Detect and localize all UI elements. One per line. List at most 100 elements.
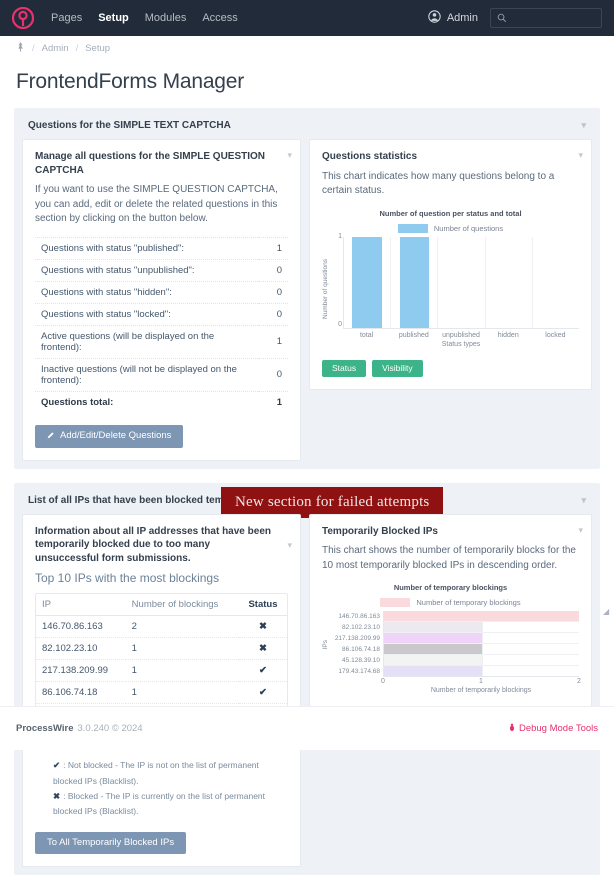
section-captcha-header[interactable]: Questions for the SIMPLE TEXT CAPTCHA ▾ bbox=[22, 116, 592, 139]
breadcrumb-separator-1: / bbox=[32, 42, 35, 54]
add-edit-delete-questions-button[interactable]: Add/Edit/Delete Questions bbox=[35, 424, 184, 448]
legend-note-text: : Not blocked - The IP is not on the lis… bbox=[53, 760, 259, 786]
stat-value: 0 bbox=[258, 259, 288, 282]
vertical-bar-chart: Number of questions 1 0 bbox=[322, 233, 579, 329]
bar-row bbox=[384, 622, 579, 634]
legend-swatch bbox=[397, 223, 428, 233]
table-header-row: IP Number of blockings Status bbox=[36, 594, 287, 617]
table-row: Inactive questions (will not be displaye… bbox=[35, 358, 288, 392]
legend-swatch bbox=[380, 598, 411, 608]
table-row: Questions with status "published": 1 bbox=[35, 236, 288, 260]
chart-temporary-blockings: Number of temporary blockings Number of … bbox=[322, 583, 581, 694]
cell-count: 1 bbox=[125, 681, 239, 705]
breadcrumb-item-admin[interactable]: Admin bbox=[41, 42, 69, 54]
masthead-right: Admin bbox=[428, 8, 602, 28]
legend-label: Number of temporary blockings bbox=[416, 598, 521, 608]
card-questions-statistics-description: This chart indicates how many questions … bbox=[322, 170, 555, 197]
card-questions-statistics: Questions statistics ▾ This chart indica… bbox=[309, 139, 592, 390]
column-header-status: Status bbox=[239, 594, 287, 617]
chart-title: Number of temporary blockings bbox=[393, 583, 508, 593]
cell-ip: 82.102.23.10 bbox=[36, 637, 126, 661]
section-blocked-ips-columns: Information about all IP addresses that … bbox=[22, 513, 592, 868]
status-badge: ✖ bbox=[239, 615, 287, 639]
search-input[interactable] bbox=[490, 8, 602, 28]
footer: ProcessWire 3.0.240 © 2024 Debug Mode To… bbox=[0, 706, 614, 750]
status-badge: ✔ bbox=[239, 659, 287, 683]
nav-item-access[interactable]: Access bbox=[202, 12, 238, 24]
x-tick-label: 2 bbox=[577, 678, 581, 686]
bar-row bbox=[384, 644, 579, 656]
status-toggle-button[interactable]: Status bbox=[322, 359, 367, 377]
section-blocked-ips-header[interactable]: List of all IPs that have been blocked t… bbox=[22, 491, 592, 514]
x-tick-label: unpublished bbox=[442, 331, 480, 339]
section-blocked-ips: List of all IPs that have been blocked t… bbox=[14, 482, 600, 875]
annotation-banner: New section for failed attempts bbox=[221, 486, 444, 518]
breadcrumb-separator-2: / bbox=[75, 42, 79, 54]
status-badge: ✔ bbox=[239, 681, 287, 705]
processwire-logo-icon[interactable] bbox=[11, 6, 35, 30]
footer-framework-name: ProcessWire bbox=[16, 723, 74, 734]
stat-label: Active questions (will be displayed on t… bbox=[35, 325, 258, 359]
section-captcha-columns: Manage all questions for the SIMPLE QUES… bbox=[22, 139, 592, 461]
legend-note-text: : Blocked - The IP is currently on the l… bbox=[53, 791, 266, 817]
chevron-down-icon[interactable]: ▾ bbox=[581, 494, 586, 505]
user-menu[interactable]: Admin bbox=[428, 10, 478, 26]
x-tick-label: 1 bbox=[479, 678, 483, 686]
chevron-down-icon[interactable]: ▾ bbox=[578, 150, 583, 160]
visibility-toggle-button[interactable]: Visibility bbox=[372, 359, 423, 377]
chart-title: Number of question per status and total bbox=[379, 208, 522, 218]
stat-label: Questions total: bbox=[41, 396, 114, 408]
breadcrumb-item-setup[interactable]: Setup bbox=[85, 42, 111, 54]
debug-mode-tools-label: Debug Mode Tools bbox=[518, 723, 598, 734]
user-name: Admin bbox=[446, 12, 478, 24]
stat-label: Questions with status "unpublished": bbox=[35, 259, 258, 282]
check-icon: ✔ bbox=[53, 760, 61, 771]
card-temporarily-blocked-ips-title: Temporarily Blocked IPs bbox=[322, 525, 438, 537]
cell-count: 1 bbox=[125, 659, 239, 683]
x-tick-label: published bbox=[398, 331, 429, 339]
section-captcha-header-label: Questions for the SIMPLE TEXT CAPTCHA bbox=[28, 120, 231, 131]
home-icon[interactable] bbox=[16, 41, 25, 55]
bar bbox=[384, 611, 579, 622]
all-temporarily-blocked-ips-button[interactable]: To All Temporarily Blocked IPs bbox=[35, 831, 187, 855]
bar bbox=[384, 633, 482, 644]
stat-value: 1 bbox=[276, 396, 282, 408]
card-manage-questions: Manage all questions for the SIMPLE QUES… bbox=[22, 139, 301, 461]
chart-questions-per-status: Number of question per status and total … bbox=[322, 209, 579, 348]
card-manage-questions-actions: Add/Edit/Delete Questions bbox=[35, 424, 288, 448]
y-tick-label: 179.43.174.68 bbox=[338, 668, 380, 676]
user-circle-icon bbox=[428, 10, 441, 26]
status-legend: ✔: Not blocked - The IP is not on the li… bbox=[53, 758, 288, 819]
chart-y-axis-label: IPs bbox=[322, 639, 329, 650]
card-temporarily-blocked-ips: Temporarily Blocked IPs ▾ This chart sho… bbox=[309, 513, 592, 708]
bar-row bbox=[384, 633, 579, 645]
bar-row bbox=[384, 655, 579, 667]
card-manage-questions-description: If you want to use the SIMPLE QUESTION C… bbox=[35, 184, 278, 224]
chevron-down-icon[interactable]: ▾ bbox=[287, 539, 292, 550]
card-blocked-ip-info-title: Information about all IP addresses that … bbox=[35, 525, 271, 564]
bar-column bbox=[391, 236, 439, 328]
stat-label: Questions with status "locked": bbox=[35, 303, 258, 326]
debug-mode-tools-link[interactable]: Debug Mode Tools bbox=[508, 723, 598, 735]
card-blocked-ip-info: Information about all IP addresses that … bbox=[22, 513, 301, 868]
bar bbox=[384, 622, 482, 633]
y-tick-label: 45.128.39.10 bbox=[342, 657, 380, 665]
resize-handle-icon[interactable]: ◢ bbox=[603, 607, 610, 616]
chevron-down-icon[interactable]: ▾ bbox=[287, 150, 292, 160]
footer-version: 3.0.240 © 2024 bbox=[77, 723, 143, 734]
bar bbox=[352, 236, 382, 328]
bar-row bbox=[384, 666, 579, 678]
legend-note: ✔: Not blocked - The IP is not on the li… bbox=[53, 758, 288, 789]
legend-label: Number of questions bbox=[433, 223, 504, 233]
table-row: Questions with status "hidden": 0 bbox=[35, 281, 288, 304]
chart-toggle-buttons: Status Visibility bbox=[322, 359, 579, 377]
nav-item-modules[interactable]: Modules bbox=[144, 12, 187, 24]
bar bbox=[399, 236, 430, 328]
cell-ip: 217.138.209.99 bbox=[36, 659, 126, 683]
chevron-down-icon[interactable]: ▾ bbox=[581, 120, 586, 130]
nav-item-setup[interactable]: Setup bbox=[97, 9, 130, 40]
chevron-down-icon[interactable]: ▾ bbox=[578, 524, 583, 535]
card-temporarily-blocked-ips-description: This chart shows the number of temporari… bbox=[322, 545, 576, 571]
card-questions-statistics-title: Questions statistics bbox=[322, 151, 418, 162]
nav-item-pages[interactable]: Pages bbox=[51, 12, 83, 24]
